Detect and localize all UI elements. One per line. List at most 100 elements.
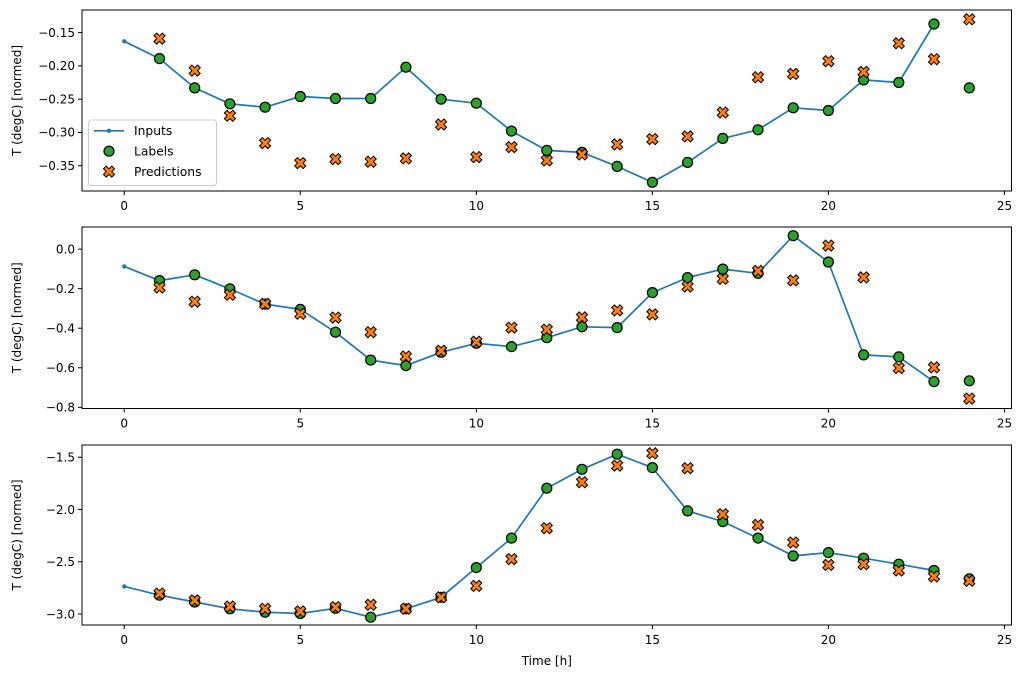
label-point-marker — [857, 349, 870, 361]
prediction-point-marker — [716, 272, 730, 286]
labels-series — [153, 230, 975, 388]
prediction-point-marker — [540, 323, 554, 336]
label-point-marker — [470, 97, 482, 109]
x-tick-label: 0 — [120, 633, 128, 647]
label-point-marker — [365, 354, 377, 366]
prediction-point-marker — [294, 156, 307, 170]
y-tick-label: −1.5 — [46, 451, 75, 465]
x-axis-ticks: 0 5 10 15 20 25 — [120, 191, 1012, 213]
label-point-marker — [153, 52, 166, 65]
prediction-point-marker — [610, 138, 624, 151]
label-point-marker — [329, 326, 342, 338]
prediction-point-marker — [786, 274, 800, 287]
prediction-point-marker — [188, 295, 201, 308]
label-point-marker — [928, 18, 940, 30]
inputs-series — [122, 452, 937, 620]
prediction-point-marker — [399, 602, 413, 616]
label-point-marker — [646, 287, 659, 299]
prediction-point-marker — [927, 52, 941, 66]
inputs-point-marker — [122, 39, 127, 44]
label-point-marker — [893, 351, 905, 363]
prediction-point-marker — [892, 361, 906, 375]
prediction-point-marker — [399, 152, 413, 165]
axes-root: 0 5 10 15 20 25−0.15−0.20−0.25−0.30−0.35Input… — [38, 9, 1012, 647]
prediction-point-marker — [786, 536, 800, 549]
label-point-marker — [224, 98, 236, 110]
legend-inputs-dot-sample — [106, 128, 112, 133]
prediction-point-marker — [646, 132, 659, 146]
x-tick-label: 5 — [296, 199, 304, 213]
prediction-point-marker — [540, 154, 554, 167]
inputs-point-marker — [122, 584, 127, 589]
label-point-marker — [717, 263, 729, 275]
prediction-point-marker — [329, 152, 342, 166]
label-point-marker — [611, 160, 623, 172]
prediction-point-marker — [364, 598, 377, 612]
axes-spines — [81, 444, 1012, 626]
label-point-marker — [752, 124, 764, 136]
prediction-point-marker — [329, 600, 342, 614]
label-point-marker — [787, 230, 799, 242]
x-tick-label: 5 — [296, 417, 304, 431]
prediction-point-marker — [892, 37, 906, 50]
label-point-marker — [822, 256, 835, 268]
label-point-marker — [189, 269, 201, 281]
prediction-point-marker — [857, 271, 870, 284]
inputs-line — [124, 453, 935, 619]
prediction-point-marker — [434, 344, 448, 358]
x-axis-label: Time [h] — [521, 654, 572, 668]
prediction-point-marker — [223, 109, 237, 123]
y-axis-ticks: −1.5 −2.0 −2.5 −3.0 — [46, 451, 82, 621]
label-point-marker — [646, 176, 659, 188]
prediction-point-marker — [575, 148, 589, 161]
prediction-point-marker — [470, 150, 483, 164]
prediction-point-marker — [822, 239, 835, 252]
label-point-marker — [963, 375, 975, 387]
inputs-line — [123, 23, 935, 184]
prediction-point-marker — [364, 155, 377, 168]
subplot-1: 0 5 10 15 20 25 −0.15 −0.20 −0.25 −0.30 −0.35 Input… — [38, 9, 1012, 213]
prediction-point-marker — [470, 335, 483, 348]
y-tick-label: 0.0 — [56, 242, 75, 256]
axes-spines — [81, 9, 1012, 192]
legend-predictions-marker-sample — [102, 165, 116, 178]
label-point-marker — [752, 532, 764, 544]
prediction-point-marker — [399, 350, 413, 363]
x-tick-label: 5 — [296, 633, 304, 647]
label-point-marker — [787, 550, 799, 562]
y-axis-ticks: 0.0 −0.2 −0.4 −0.6 −0.8 — [46, 242, 82, 415]
label-point-marker — [787, 102, 799, 114]
inputs-series — [122, 21, 937, 185]
y-axis-label-top: T (degC) [normed] — [10, 45, 24, 157]
subplot-3: 0 5 10 15 20 25 −1.5 −2.0 −2.5 −3.0 — [46, 444, 1012, 647]
x-tick-label: 15 — [645, 417, 660, 431]
prediction-point-marker — [329, 311, 342, 324]
prediction-point-marker — [610, 304, 624, 317]
inputs-point-marker — [122, 264, 127, 269]
y-tick-label: −2.5 — [46, 555, 75, 569]
y-tick-label: −2.0 — [46, 503, 75, 517]
label-point-marker — [470, 561, 482, 574]
label-point-marker — [365, 92, 377, 105]
x-tick-label: 15 — [645, 199, 660, 213]
prediction-point-marker — [258, 297, 272, 311]
axes-spines — [81, 226, 1012, 409]
label-point-marker — [681, 505, 694, 517]
legend-item-label-predictions: Predictions — [134, 165, 202, 179]
prediction-point-marker — [575, 311, 589, 324]
prediction-point-marker — [822, 558, 835, 572]
prediction-point-marker — [963, 13, 976, 26]
x-tick-label: 20 — [821, 417, 836, 431]
prediction-point-marker — [434, 591, 448, 604]
prediction-point-marker — [434, 118, 448, 131]
y-axis-label-bottom: T (degC) [normed] — [10, 479, 24, 591]
y-tick-label: −0.20 — [38, 59, 75, 73]
prediction-point-marker — [505, 140, 518, 154]
subplot-2: 0 5 10 15 20 25 0.0 −0.2 −0.4 −0.6 −0.8 — [46, 226, 1012, 431]
y-tick-label: −0.2 — [46, 282, 75, 296]
label-point-marker — [611, 448, 623, 460]
prediction-point-marker — [294, 605, 307, 618]
y-tick-label: −0.6 — [46, 361, 75, 375]
prediction-point-marker — [610, 459, 624, 472]
label-point-marker — [576, 321, 588, 333]
